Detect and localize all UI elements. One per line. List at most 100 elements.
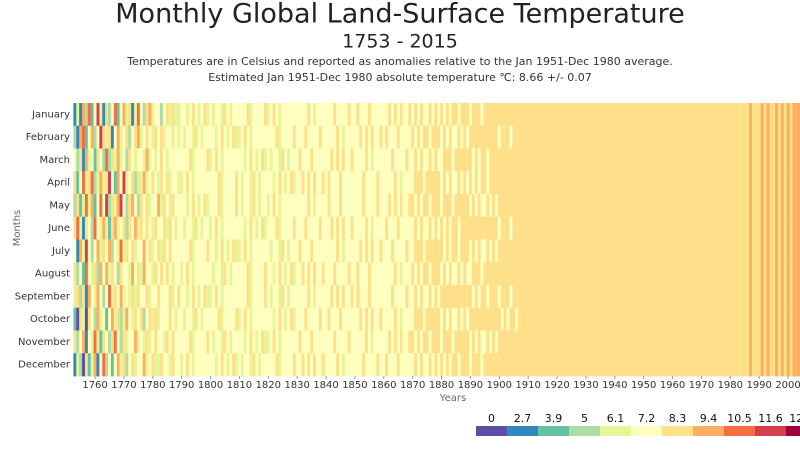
heatmap-cell <box>399 307 403 331</box>
heatmap-cell <box>263 103 268 127</box>
heatmap-cell <box>431 285 435 309</box>
heatmap-cell <box>252 307 256 331</box>
heatmap-cell <box>541 262 545 286</box>
heatmap-cell <box>494 353 499 377</box>
heatmap-cell <box>148 330 152 354</box>
heatmap-cell <box>240 307 245 331</box>
heatmap-cell <box>191 216 196 240</box>
heatmap-cell <box>336 103 340 127</box>
heatmap-cell <box>708 307 712 331</box>
heatmap-cell <box>125 353 129 377</box>
heatmap-cell <box>266 148 271 172</box>
heatmap-cell <box>772 330 776 354</box>
heatmap-cell <box>128 239 132 263</box>
heatmap-cell <box>154 148 158 172</box>
heatmap-cell <box>310 216 314 240</box>
heatmap-cell <box>650 171 655 195</box>
heatmap-cell <box>503 285 507 309</box>
heatmap-cell <box>622 216 626 240</box>
heatmap-cell <box>777 330 782 354</box>
heatmap-cell <box>240 239 245 263</box>
heatmap-cell <box>466 216 470 240</box>
heatmap-cell <box>777 262 782 286</box>
heatmap-cell <box>624 353 629 377</box>
heatmap-cell <box>278 103 282 127</box>
heatmap-cell <box>197 262 201 286</box>
heatmap-cell <box>775 307 779 331</box>
heatmap-cell <box>604 307 608 331</box>
colorbar-segment <box>569 426 600 436</box>
heatmap-cell <box>209 285 213 309</box>
heatmap-cell <box>249 194 253 218</box>
heatmap-cell <box>417 330 421 354</box>
heatmap-cell <box>645 285 649 309</box>
heatmap-cell <box>763 353 767 377</box>
heatmap-cell <box>266 125 271 149</box>
colorbar-label: 10.5 <box>727 412 752 425</box>
heatmap-cell <box>515 239 519 263</box>
heatmap-cell <box>284 262 288 286</box>
heatmap-cell <box>304 103 308 127</box>
heatmap-cell <box>428 148 432 172</box>
heatmap-cell <box>350 262 354 286</box>
heatmap-cell <box>370 307 375 331</box>
y-tick-label: April <box>47 178 70 189</box>
heatmap-cell <box>520 125 525 149</box>
heatmap-cell <box>151 103 155 127</box>
heatmap-cell <box>587 262 591 286</box>
heatmap-cell <box>665 262 669 286</box>
heatmap-cell <box>679 239 684 263</box>
heatmap-cell <box>128 148 132 172</box>
heatmap-cell <box>451 330 455 354</box>
heatmap-cell <box>171 285 175 309</box>
heatmap-cell <box>174 216 178 240</box>
heatmap-cell <box>561 239 565 263</box>
heatmap-cell <box>737 353 741 377</box>
heatmap-cell <box>792 262 796 286</box>
heatmap-cell <box>792 194 796 218</box>
heatmap-cell <box>437 148 441 172</box>
heatmap-cell <box>570 103 574 127</box>
heatmap-cell <box>529 285 533 309</box>
heatmap-cell <box>798 171 800 195</box>
heatmap-cell <box>751 285 756 309</box>
heatmap-cell <box>417 125 421 149</box>
heatmap-cell <box>301 171 305 195</box>
heatmap-cell <box>341 216 346 240</box>
heatmap-cell <box>275 307 279 331</box>
heatmap-cell <box>619 353 623 377</box>
heatmap-cell <box>223 262 227 286</box>
heatmap-cell <box>73 285 77 309</box>
heatmap-cell <box>211 307 216 331</box>
heatmap-cell <box>209 239 213 263</box>
heatmap-cell <box>414 171 418 195</box>
heatmap-cell <box>154 171 158 195</box>
heatmap-cell <box>552 262 557 286</box>
heatmap-cell <box>454 239 458 263</box>
heatmap-cell <box>633 216 637 240</box>
heatmap-cell <box>255 171 259 195</box>
heatmap-cell <box>139 194 144 218</box>
heatmap-cell <box>653 171 658 195</box>
heatmap-cell <box>229 262 233 286</box>
heatmap-cell <box>740 148 744 172</box>
heatmap-cell <box>685 103 689 127</box>
heatmap-cell <box>425 262 429 286</box>
heatmap-cell <box>515 216 519 240</box>
heatmap-cell <box>336 307 340 331</box>
heatmap-cell <box>520 330 525 354</box>
heatmap-cell <box>705 103 710 127</box>
heatmap-cell <box>575 353 580 377</box>
x-tick-label: 1860 <box>371 380 396 391</box>
heatmap-cell <box>711 262 715 286</box>
heatmap-cell <box>382 125 386 149</box>
heatmap-cell <box>523 307 528 331</box>
heatmap-cell <box>440 103 444 127</box>
heatmap-cell <box>619 285 623 309</box>
heatmap-cell <box>232 103 236 127</box>
heatmap-cell <box>362 103 366 127</box>
heatmap-cell <box>541 330 545 354</box>
heatmap-cell <box>284 285 288 309</box>
heatmap-cell <box>451 103 455 127</box>
heatmap-cell <box>671 307 675 331</box>
